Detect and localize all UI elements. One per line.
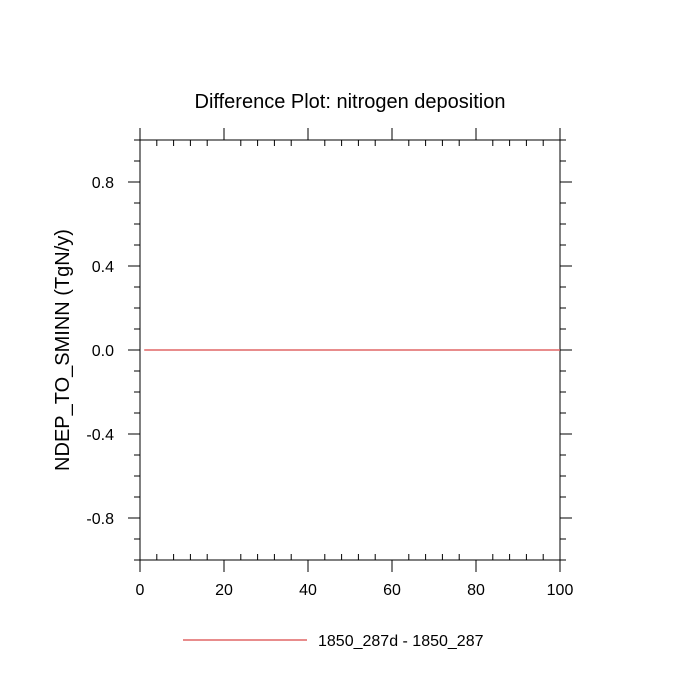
x-tick-label: 60 [383, 582, 401, 599]
x-axis-ticks: 0 20 40 60 80 100 [136, 128, 574, 599]
x-tick-label: 100 [547, 582, 574, 599]
x-tick-label: 0 [136, 582, 145, 599]
y-tick-label: 0.0 [92, 343, 114, 360]
chart-title: Difference Plot: nitrogen deposition [195, 91, 506, 113]
y-tick-label: 0.4 [92, 259, 114, 276]
y-tick-label: -0.4 [86, 427, 114, 444]
y-tick-label: -0.8 [86, 511, 114, 528]
legend-label: 1850_287d - 1850_287 [318, 633, 484, 650]
y-axis-label: NDEP_TO_SMINN (TgN/y) [52, 229, 74, 471]
x-tick-label: 20 [215, 582, 233, 599]
y-axis-ticks: -0.8 -0.4 0.0 0.4 0.8 [86, 175, 572, 528]
y-tick-label: 0.8 [92, 175, 114, 192]
legend: 1850_287d - 1850_287 [183, 633, 484, 650]
minor-ticks [134, 139, 566, 561]
x-tick-label: 80 [467, 582, 485, 599]
x-tick-label: 40 [299, 582, 317, 599]
